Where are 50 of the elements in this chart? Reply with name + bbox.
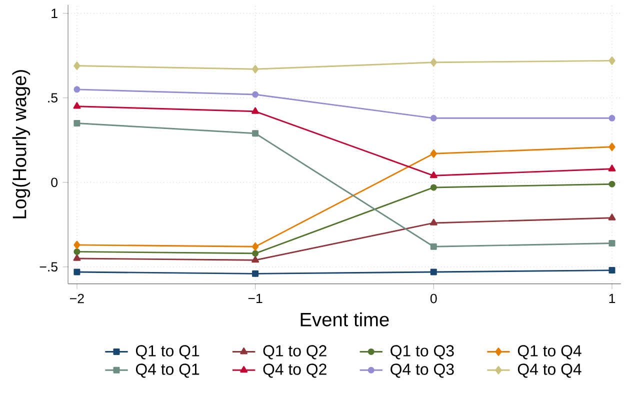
y-tick-label: 0 [51, 178, 58, 188]
point [252, 242, 259, 251]
point [608, 267, 616, 274]
x-tick-label: −1 [248, 294, 262, 304]
point [430, 172, 438, 178]
point [74, 86, 80, 93]
point [608, 214, 616, 220]
point [608, 164, 616, 172]
point [430, 218, 438, 226]
point [430, 184, 437, 191]
point [608, 240, 616, 247]
point [74, 240, 80, 250]
point [74, 248, 80, 256]
y-tick-label: −.5 [40, 262, 58, 272]
x-tick-label: −2 [70, 294, 84, 304]
point [430, 114, 437, 122]
point [252, 107, 260, 114]
point [252, 91, 259, 98]
x-axis-title: Event time [300, 312, 389, 326]
point [430, 243, 437, 250]
point [252, 130, 259, 137]
point [608, 114, 616, 122]
point [608, 142, 616, 152]
legend-label: Q1 to Q2 [263, 345, 326, 360]
y-axis-title: Log(Hourly wage) [12, 70, 30, 218]
point [252, 250, 259, 257]
point [608, 56, 616, 65]
point [73, 102, 81, 109]
legend-label: Q4 to Q3 [390, 364, 454, 378]
y-tick-label: .5 [48, 93, 58, 103]
point [430, 150, 437, 158]
point [608, 180, 616, 188]
legend-label: Q1 to Q4 [518, 345, 582, 360]
point [73, 254, 81, 261]
point [252, 256, 260, 263]
legend-label: Q4 to Q4 [518, 364, 582, 378]
x-tick-label: 0 [430, 294, 437, 304]
x-tick-label: 1 [609, 294, 616, 304]
legend-label: Q1 to Q1 [136, 345, 200, 360]
point [430, 58, 437, 67]
legend-label: Q4 to Q1 [136, 364, 200, 378]
legend-label: Q1 to Q3 [390, 345, 454, 360]
point [74, 268, 80, 276]
point [430, 268, 437, 276]
y-tick-label: 1 [52, 8, 58, 18]
point [74, 120, 80, 127]
point [74, 62, 80, 70]
point [252, 65, 259, 74]
legend-label: Q4 to Q2 [263, 364, 326, 378]
point [252, 270, 259, 277]
